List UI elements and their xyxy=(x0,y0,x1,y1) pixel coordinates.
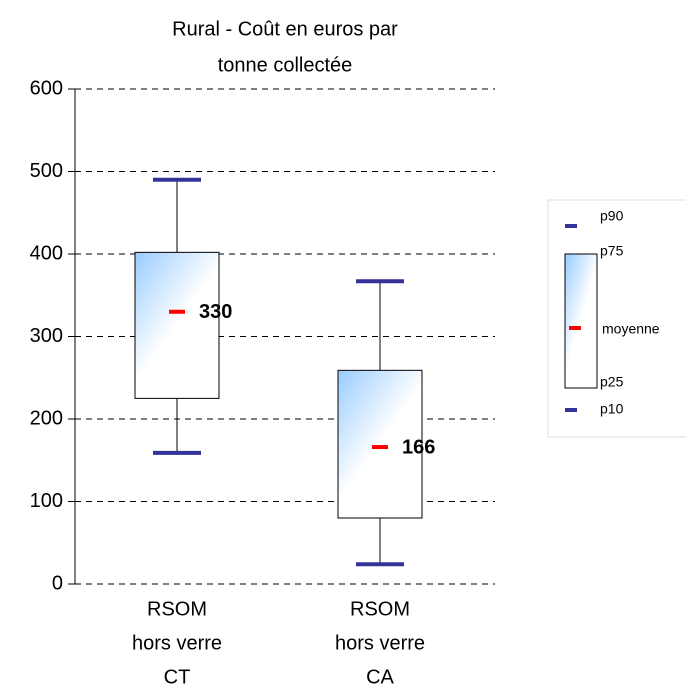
y-tick-label: 200 xyxy=(30,407,63,429)
legend-label: moyenne xyxy=(602,321,660,337)
legend-box xyxy=(564,253,598,389)
legend-label: p10 xyxy=(600,401,624,417)
x-tick-label: CT xyxy=(164,666,191,688)
chart-title: Rural - Coût en euros par xyxy=(172,18,398,40)
y-tick-label: 600 xyxy=(30,77,63,99)
mean-label: 330 xyxy=(199,301,232,323)
legend-label: p90 xyxy=(600,208,624,224)
x-tick-label: CA xyxy=(366,666,394,688)
x-tick-label: hors verre xyxy=(132,632,222,654)
y-tick-label: 400 xyxy=(30,242,63,264)
mean-label: 166 xyxy=(402,436,435,458)
box xyxy=(337,369,423,519)
box xyxy=(134,251,220,399)
y-tick-label: 100 xyxy=(30,490,63,512)
x-tick-label: RSOM xyxy=(147,598,207,620)
y-tick-label: 500 xyxy=(30,160,63,182)
legend-label: p25 xyxy=(600,374,624,390)
y-tick-label: 300 xyxy=(30,325,63,347)
x-tick-label: RSOM xyxy=(350,598,410,620)
legend-label: p75 xyxy=(600,243,624,259)
chart-title: tonne collectée xyxy=(218,54,353,76)
x-tick-label: hors verre xyxy=(335,632,425,654)
y-tick-label: 0 xyxy=(52,572,63,594)
